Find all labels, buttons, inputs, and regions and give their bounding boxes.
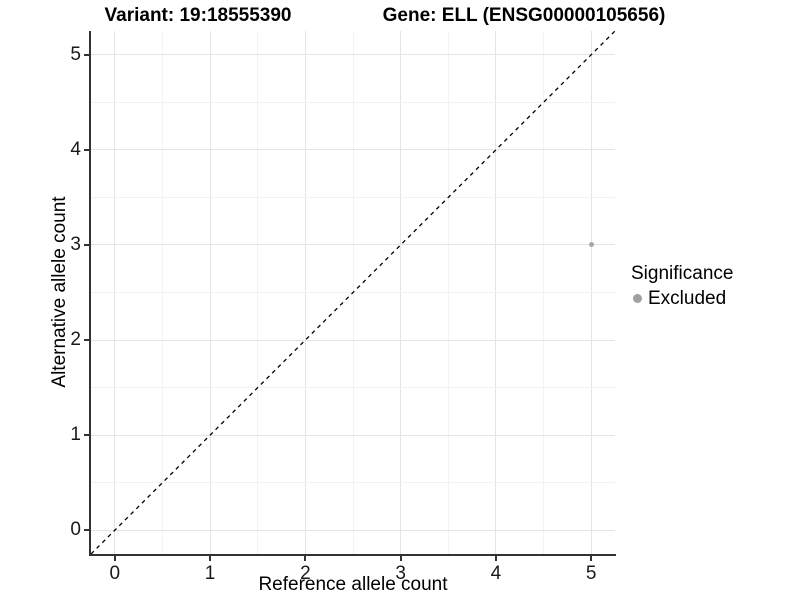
gridline-y-minor: [91, 387, 615, 389]
y-tick-mark: [84, 529, 89, 532]
x-tick-label: 1: [204, 563, 216, 584]
y-tick-mark: [84, 434, 89, 437]
x-tick-mark: [113, 556, 116, 561]
y-tick-mark: [84, 243, 89, 246]
x-tick-label: 2: [300, 563, 311, 584]
data-point: [588, 242, 594, 248]
plot-panel: [91, 31, 615, 554]
variant-title: Variant: 19:18555390: [104, 5, 292, 26]
x-tick-label: 3: [395, 563, 406, 584]
y-tick-label: 2: [70, 329, 81, 351]
legend-title: Significance: [631, 263, 734, 284]
gridline-y-minor: [91, 482, 615, 484]
gridline-y-major: [91, 149, 615, 151]
gridline-y-major: [91, 244, 615, 246]
x-axis-title: Reference allele count: [258, 574, 448, 595]
identity-reference-line: [91, 31, 615, 554]
y-tick-label: 1: [70, 424, 81, 446]
y-tick-mark: [84, 148, 89, 151]
y-tick-label: 3: [70, 233, 81, 255]
y-tick-label: 0: [70, 519, 81, 541]
x-tick-mark: [304, 556, 307, 561]
gridline-y-major: [91, 529, 615, 531]
gridline-y-major: [91, 339, 615, 341]
gridline-y-minor: [91, 196, 615, 198]
x-tick-mark: [590, 556, 593, 561]
legend-item-excluded: Excluded: [629, 286, 733, 311]
legend-item-label: Excluded: [648, 288, 727, 309]
x-tick-label: 5: [585, 563, 597, 584]
x-tick-label: 4: [490, 563, 502, 584]
gridline-y-major: [91, 434, 615, 436]
y-axis-title: Alternative allele count: [49, 196, 70, 388]
y-tick-mark: [84, 53, 89, 56]
gridline-y-minor: [91, 101, 615, 103]
excluded-point-icon: [633, 294, 642, 303]
gene-title: Gene: ELL (ENSG00000105656): [382, 5, 666, 26]
gridline-y-major: [91, 54, 615, 56]
y-tick-label: 5: [70, 43, 81, 65]
legend: Significance Excluded: [629, 261, 733, 311]
y-axis-line: [89, 31, 91, 554]
x-tick-mark: [399, 556, 402, 561]
x-axis-line: [89, 554, 616, 556]
x-tick-mark: [494, 556, 497, 561]
y-tick-mark: [84, 339, 89, 342]
x-tick-mark: [209, 556, 212, 561]
x-tick-label: 0: [109, 563, 121, 584]
y-tick-label: 4: [70, 138, 81, 160]
